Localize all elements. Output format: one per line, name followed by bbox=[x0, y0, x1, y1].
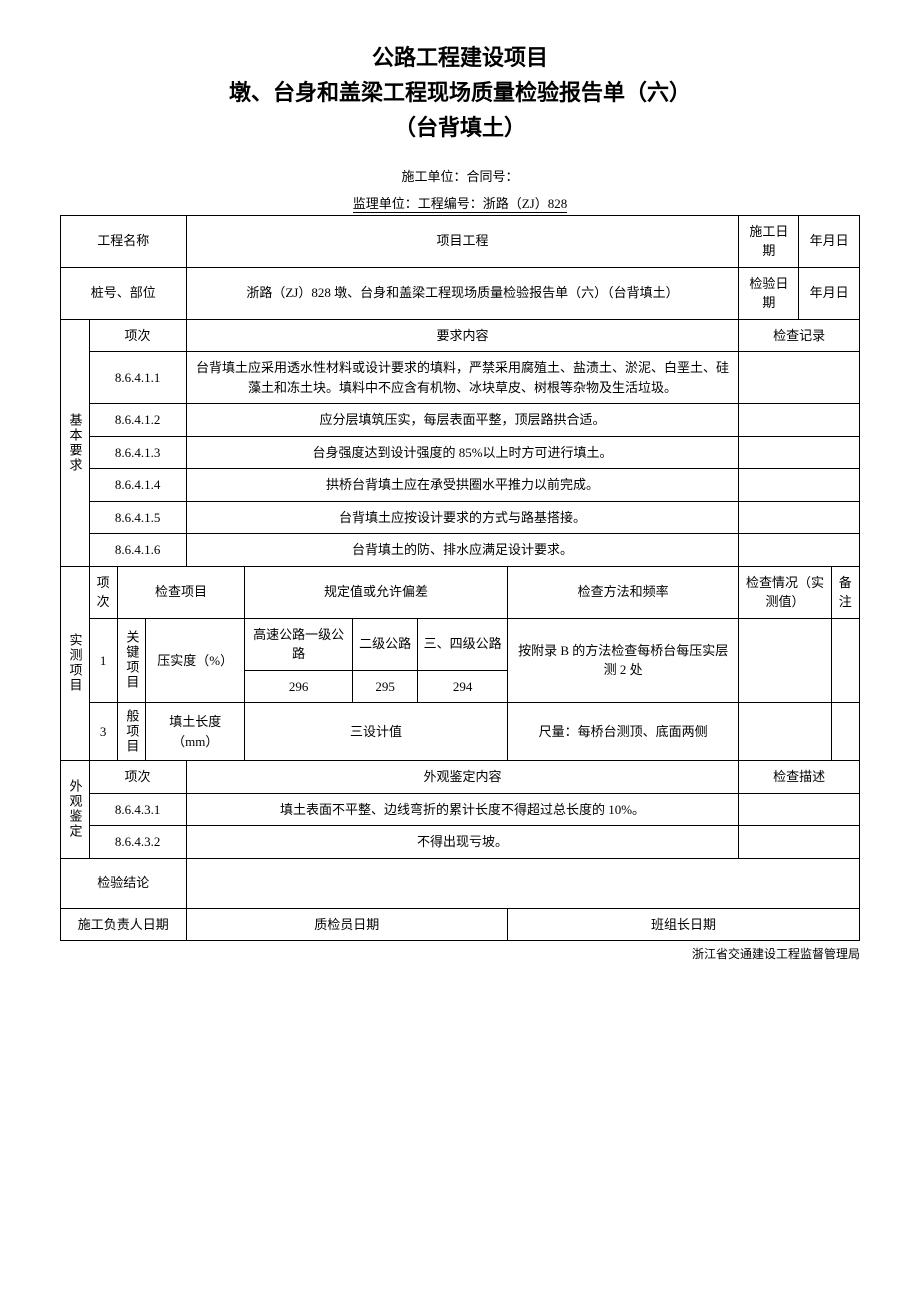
basic-section-label: 基本要求 bbox=[61, 319, 90, 566]
appearance-section-label: 外观鉴定 bbox=[61, 761, 90, 859]
basic-record-2 bbox=[739, 404, 860, 437]
meta-line-2: 监理单位：工程编号：浙路（ZJ）828 bbox=[353, 193, 568, 213]
appearance-col-desc: 检查描述 bbox=[739, 761, 860, 794]
basic-col-record: 检查记录 bbox=[739, 319, 860, 352]
measured-key-label: 关键项目 bbox=[117, 618, 146, 703]
basic-row-5: 8.6.4.1.5 台背填土应按设计要求的方式与路基搭接。 bbox=[61, 501, 860, 534]
measured-result-1 bbox=[739, 618, 831, 703]
measured-section-label: 实测项目 bbox=[61, 566, 90, 761]
basic-text-3: 台身强度达到设计强度的 85%以上时方可进行填土。 bbox=[186, 436, 739, 469]
measured-method-1: 按附录 B 的方法检查每桥台每压实层测 2 处 bbox=[508, 618, 739, 703]
basic-text-6: 台背填土的防、排水应满足设计要求。 bbox=[186, 534, 739, 567]
spec-h1: 高速公路一级公路 bbox=[245, 618, 353, 670]
sig-1: 施工负责人日期 bbox=[61, 908, 187, 941]
measured-no-1: 1 bbox=[89, 618, 117, 703]
const-date-value: 年月日 bbox=[799, 215, 860, 267]
pile-label: 桩号、部位 bbox=[61, 267, 187, 319]
spec-h3: 三、四级公路 bbox=[418, 618, 508, 670]
measured-result-2 bbox=[739, 703, 831, 761]
appearance-header: 外观鉴定 项次 外观鉴定内容 检查描述 bbox=[61, 761, 860, 794]
measured-header: 实测项目 项次 检查项目 规定值或允许偏差 检查方法和频率 检查情况（实测值） … bbox=[61, 566, 860, 618]
basic-code-3: 8.6.4.1.3 bbox=[89, 436, 186, 469]
measured-col-spec: 规定值或允许偏差 bbox=[245, 566, 508, 618]
appearance-col-content: 外观鉴定内容 bbox=[186, 761, 739, 794]
footer-note: 浙江省交通建设工程监督管理局 bbox=[60, 945, 860, 962]
title-line-2: 墩、台身和盖梁工程现场质量检验报告单（六） bbox=[60, 75, 860, 110]
inspect-date-label: 检验日期 bbox=[739, 267, 799, 319]
pile-value: 浙路（ZJ）828 墩、台身和盖梁工程现场质量检验报告单（六）（台背填土） bbox=[186, 267, 739, 319]
basic-text-5: 台背填土应按设计要求的方式与路基搭接。 bbox=[186, 501, 739, 534]
basic-record-3 bbox=[739, 436, 860, 469]
basic-code-5: 8.6.4.1.5 bbox=[89, 501, 186, 534]
basic-code-6: 8.6.4.1.6 bbox=[89, 534, 186, 567]
measured-col-remark: 备注 bbox=[831, 566, 859, 618]
basic-text-4: 拱桥台背填土应在承受拱圈水平推力以前完成。 bbox=[186, 469, 739, 502]
basic-row-4: 8.6.4.1.4 拱桥台背填土应在承受拱圈水平推力以前完成。 bbox=[61, 469, 860, 502]
sig-3: 班组长日期 bbox=[508, 908, 860, 941]
appearance-desc-1 bbox=[739, 793, 860, 826]
basic-text-2: 应分层填筑压实，每层表面平整，顶层路拱合适。 bbox=[186, 404, 739, 437]
basic-row-3: 8.6.4.1.3 台身强度达到设计强度的 85%以上时方可进行填土。 bbox=[61, 436, 860, 469]
appearance-code-1: 8.6.4.3.1 bbox=[89, 793, 186, 826]
conclusion-row: 检验结论 bbox=[61, 858, 860, 908]
sig-2: 质检员日期 bbox=[186, 908, 507, 941]
measured-remark-1 bbox=[831, 618, 859, 703]
meta-line-1: 施工单位：合同号： bbox=[60, 166, 860, 185]
title-line-3: （台背填土） bbox=[60, 110, 860, 145]
basic-record-1 bbox=[739, 352, 860, 404]
document-title: 公路工程建设项目 墩、台身和盖梁工程现场质量检验报告单（六） （台背填土） bbox=[60, 40, 860, 146]
measured-row-2: 3 般项目 填土长度（mm） 三设计值 尺量：每桥台测顶、底面两侧 bbox=[61, 703, 860, 761]
measured-method-2: 尺量：每桥台测顶、底面两侧 bbox=[508, 703, 739, 761]
measured-item-2: 填土长度（mm） bbox=[146, 703, 245, 761]
proj-name-value: 项目工程 bbox=[186, 215, 739, 267]
basic-col-item: 项次 bbox=[89, 319, 186, 352]
appearance-col-item: 项次 bbox=[89, 761, 186, 794]
spec-h2: 二级公路 bbox=[353, 618, 418, 670]
appearance-text-1: 填土表面不平整、边线弯折的累计长度不得超过总长度的 10%。 bbox=[186, 793, 739, 826]
measured-item-1: 压实度（%） bbox=[146, 618, 245, 703]
proj-name-label: 工程名称 bbox=[61, 215, 187, 267]
measured-remark-2 bbox=[831, 703, 859, 761]
appearance-row-2: 8.6.4.3.2 不得出现亏坡。 bbox=[61, 826, 860, 859]
basic-record-4 bbox=[739, 469, 860, 502]
basic-col-content: 要求内容 bbox=[186, 319, 739, 352]
basic-code-1: 8.6.4.1.1 bbox=[89, 352, 186, 404]
inspect-date-value: 年月日 bbox=[799, 267, 860, 319]
basic-record-6 bbox=[739, 534, 860, 567]
appearance-row-1: 8.6.4.3.1 填土表面不平整、边线弯折的累计长度不得超过总长度的 10%。 bbox=[61, 793, 860, 826]
signature-row: 施工负责人日期 质检员日期 班组长日期 bbox=[61, 908, 860, 941]
spec-v1: 296 bbox=[245, 670, 353, 703]
measured-col-method: 检查方法和频率 bbox=[508, 566, 739, 618]
basic-header: 基本要求 项次 要求内容 检查记录 bbox=[61, 319, 860, 352]
basic-text-1: 台背填土应采用透水性材料或设计要求的填料，严禁采用腐殖土、盐渍土、淤泥、白垩土、… bbox=[186, 352, 739, 404]
basic-row-6: 8.6.4.1.6 台背填土的防、排水应满足设计要求。 bbox=[61, 534, 860, 567]
measured-row-1a: 1 关键项目 压实度（%） 高速公路一级公路 二级公路 三、四级公路 按附录 B… bbox=[61, 618, 860, 670]
measured-col-result: 检查情况（实测值） bbox=[739, 566, 831, 618]
const-date-label: 施工日期 bbox=[739, 215, 799, 267]
basic-code-2: 8.6.4.1.2 bbox=[89, 404, 186, 437]
basic-row-2: 8.6.4.1.2 应分层填筑压实，每层表面平整，顶层路拱合适。 bbox=[61, 404, 860, 437]
spec-v2: 295 bbox=[353, 670, 418, 703]
measured-spec-2: 三设计值 bbox=[245, 703, 508, 761]
header-row-1: 工程名称 项目工程 施工日期 年月日 bbox=[61, 215, 860, 267]
appearance-desc-2 bbox=[739, 826, 860, 859]
measured-col-item: 检查项目 bbox=[117, 566, 244, 618]
appearance-text-2: 不得出现亏坡。 bbox=[186, 826, 739, 859]
conclusion-label: 检验结论 bbox=[61, 858, 187, 908]
measured-no-2: 3 bbox=[89, 703, 117, 761]
header-row-2: 桩号、部位 浙路（ZJ）828 墩、台身和盖梁工程现场质量检验报告单（六）（台背… bbox=[61, 267, 860, 319]
appearance-code-2: 8.6.4.3.2 bbox=[89, 826, 186, 859]
title-line-1: 公路工程建设项目 bbox=[60, 40, 860, 75]
conclusion-value bbox=[186, 858, 859, 908]
measured-general-label: 般项目 bbox=[117, 703, 146, 761]
spec-v3: 294 bbox=[418, 670, 508, 703]
basic-row-1: 8.6.4.1.1 台背填土应采用透水性材料或设计要求的填料，严禁采用腐殖土、盐… bbox=[61, 352, 860, 404]
basic-record-5 bbox=[739, 501, 860, 534]
basic-code-4: 8.6.4.1.4 bbox=[89, 469, 186, 502]
inspection-table: 工程名称 项目工程 施工日期 年月日 桩号、部位 浙路（ZJ）828 墩、台身和… bbox=[60, 215, 860, 942]
measured-col-no: 项次 bbox=[89, 566, 117, 618]
